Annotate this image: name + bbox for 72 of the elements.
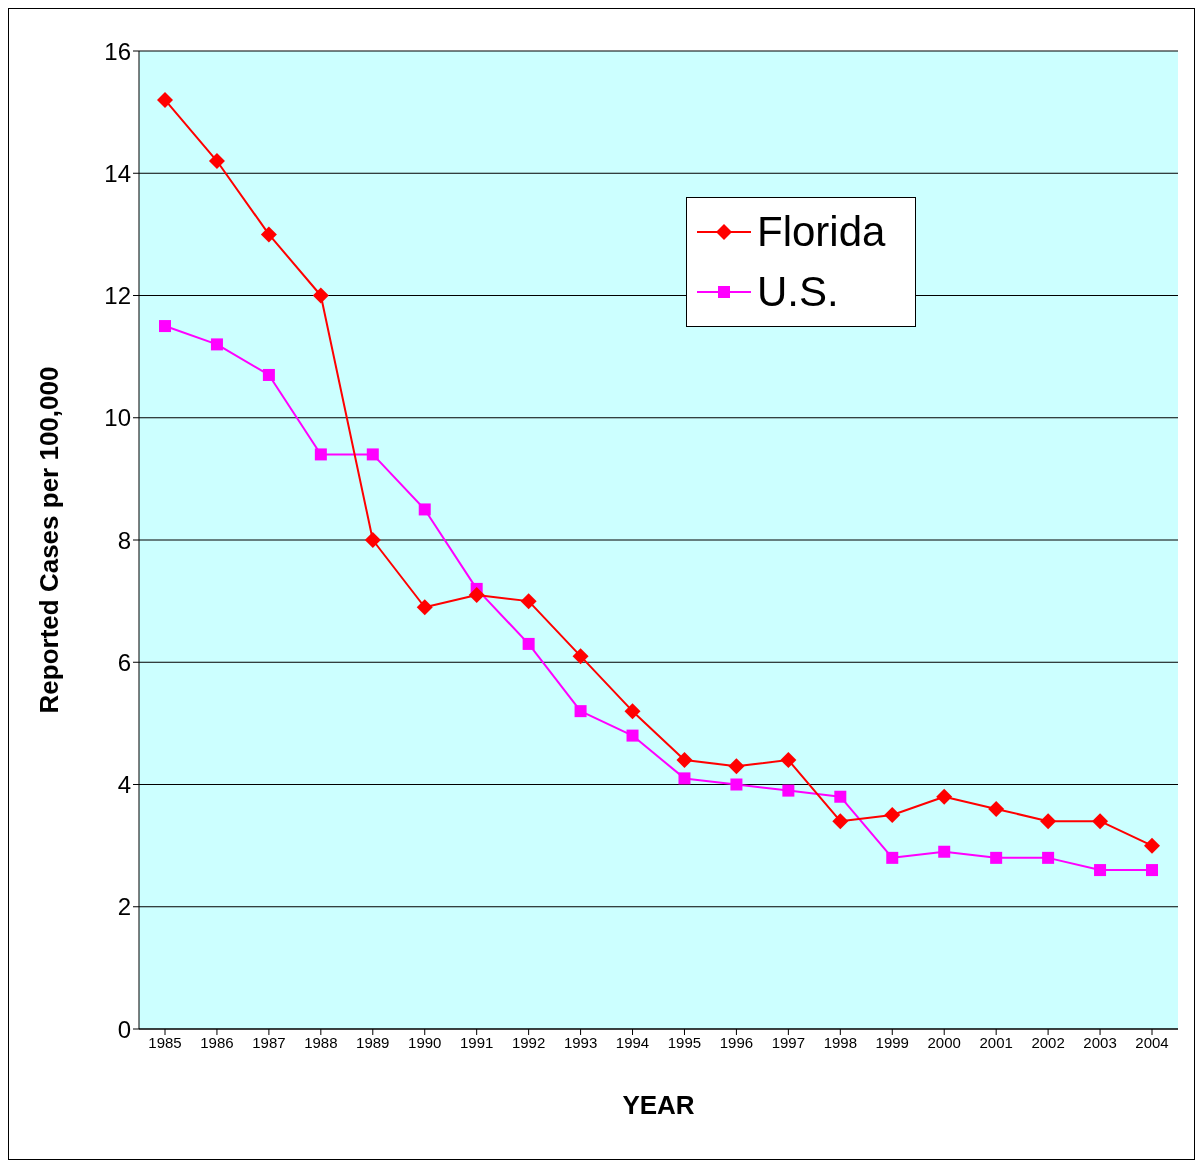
point — [990, 851, 1003, 864]
point — [884, 807, 901, 824]
y-tick-label: 2 — [117, 893, 131, 921]
x-tick-label: 1992 — [511, 1033, 546, 1051]
point — [936, 788, 953, 805]
point — [366, 448, 379, 461]
point — [1146, 864, 1158, 877]
x-tick-label: 2004 — [1135, 1033, 1169, 1051]
point — [520, 593, 537, 610]
point — [418, 503, 431, 516]
point — [312, 287, 329, 304]
point — [730, 778, 743, 791]
point — [208, 153, 225, 170]
x-tick-label: 1995 — [667, 1033, 702, 1051]
point — [832, 813, 849, 830]
y-tick-label: 10 — [104, 404, 131, 432]
x-tick-label: 1998 — [823, 1033, 857, 1051]
x-tick-label: 1991 — [460, 1033, 494, 1051]
point — [364, 532, 381, 548]
x-tick-label: 1989 — [356, 1033, 390, 1051]
point — [780, 752, 797, 769]
y-tick-label: 16 — [104, 37, 131, 65]
point — [834, 790, 847, 803]
y-tick-label: 0 — [117, 1015, 131, 1043]
x-tick-label: 1997 — [771, 1033, 806, 1051]
point — [988, 800, 1005, 817]
point — [260, 226, 277, 243]
y-tick-label: 14 — [104, 159, 131, 187]
point — [157, 91, 173, 108]
point — [416, 599, 433, 616]
point — [624, 703, 641, 720]
x-tick-label: 1990 — [408, 1033, 442, 1051]
y-tick-label: 4 — [117, 771, 131, 799]
x-tick-label: 1985 — [148, 1033, 182, 1051]
point — [626, 729, 639, 742]
point — [314, 448, 327, 461]
point — [468, 587, 485, 604]
x-tick-label: 1993 — [563, 1033, 598, 1051]
point — [1092, 813, 1109, 830]
x-tick-label: 2003 — [1083, 1033, 1117, 1051]
point — [572, 648, 589, 665]
legend-label: Florida — [757, 208, 886, 256]
x-tick-label: 1996 — [719, 1033, 754, 1051]
point — [210, 338, 223, 351]
point — [676, 752, 693, 769]
point — [782, 784, 795, 797]
x-axis-title: YEAR — [622, 1090, 695, 1120]
y-tick-label: 12 — [104, 282, 131, 310]
point — [1040, 813, 1057, 830]
point — [886, 851, 899, 864]
x-tick-label: 1994 — [615, 1033, 650, 1051]
x-tick-label: 2001 — [979, 1033, 1013, 1051]
legend-label: U.S. — [757, 268, 839, 316]
x-tick-label: 2000 — [927, 1033, 961, 1051]
point — [1042, 851, 1055, 864]
point — [678, 772, 691, 785]
x-tick-label: 1986 — [200, 1033, 234, 1051]
point — [728, 758, 745, 775]
point — [1094, 864, 1107, 877]
y-tick-label: 8 — [117, 526, 131, 554]
point — [262, 368, 275, 381]
point — [938, 845, 951, 858]
point — [1144, 837, 1160, 854]
y-axis-title: Reported Cases per 100,000 — [34, 366, 65, 714]
point — [522, 637, 535, 650]
x-tick-label: 1988 — [304, 1033, 338, 1051]
y-tick-label: 6 — [117, 648, 131, 676]
x-tick-label: 2002 — [1031, 1033, 1065, 1051]
x-tick-label: 1999 — [875, 1033, 909, 1051]
point — [574, 705, 587, 718]
x-tick-label: 1987 — [252, 1033, 286, 1051]
point — [159, 320, 171, 333]
